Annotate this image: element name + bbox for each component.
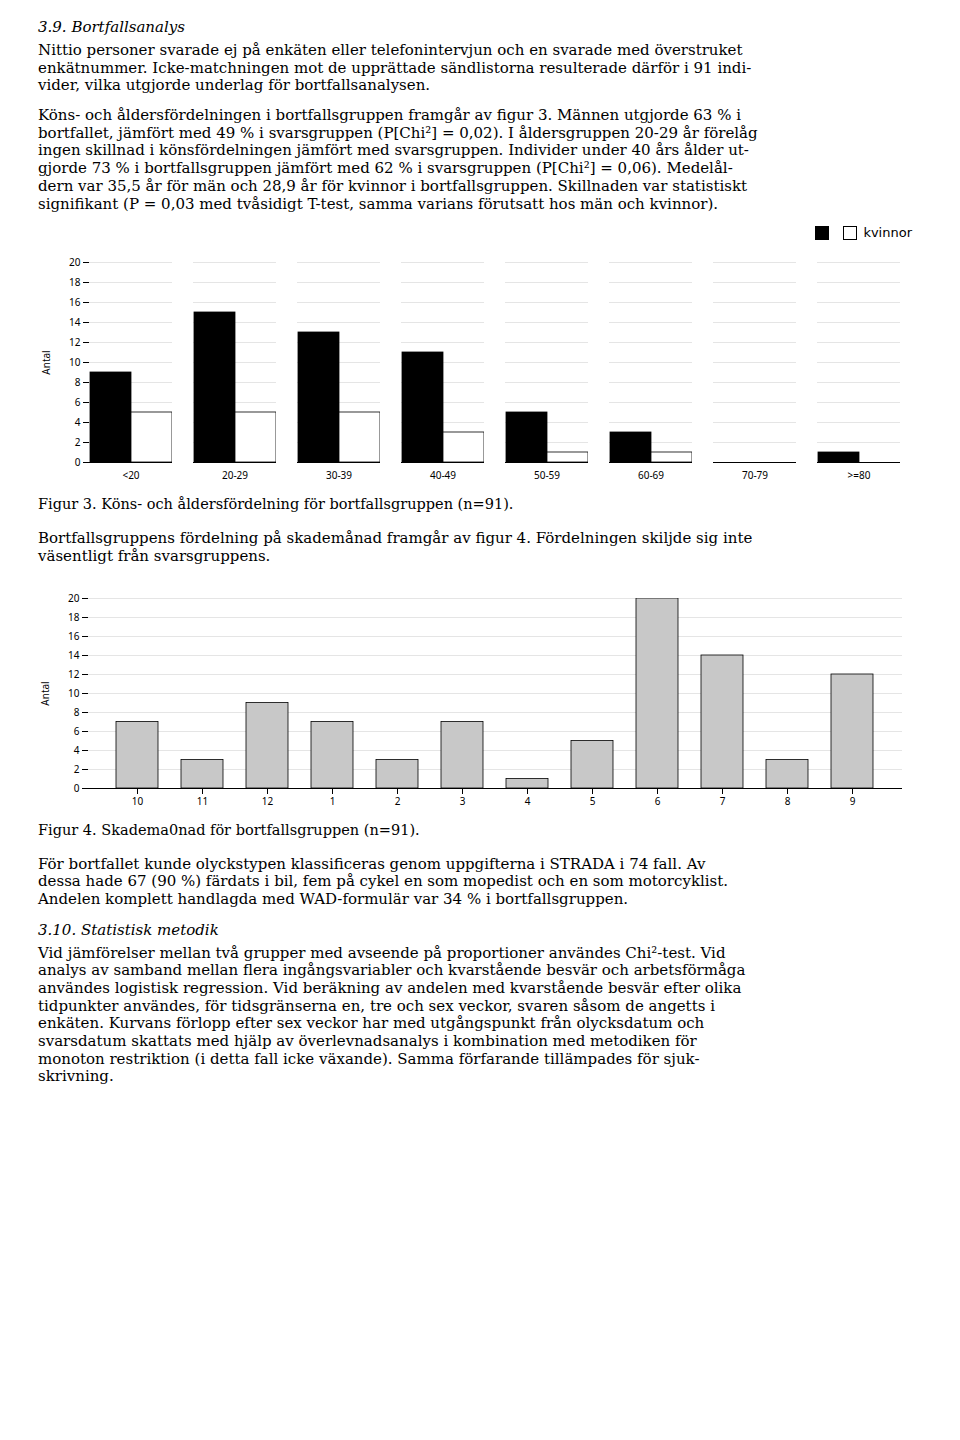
html-text:ingen skillnad i könsfördelnin: ingen skillnad i könsfördelningen jämför… bbox=[38, 141, 749, 160]
svg-text:12: 12 bbox=[69, 335, 81, 349]
svg-text:0: 0 bbox=[75, 455, 81, 469]
svg-text:40-49: 40-49 bbox=[430, 468, 456, 482]
svg-text:>=80: >=80 bbox=[848, 468, 871, 482]
svg-text:9: 9 bbox=[850, 793, 856, 807]
svg-text:10: 10 bbox=[132, 793, 144, 807]
svg-text:<20: <20 bbox=[122, 468, 139, 482]
html-text:Andelen komplett handlagda med: Andelen komplett handlagda med WAD-formu… bbox=[38, 889, 629, 908]
html-text:svarsdatum skattats med hjälp: svarsdatum skattats med hjälp av överlev… bbox=[38, 1032, 697, 1051]
svg-text:20: 20 bbox=[69, 255, 81, 269]
svg-text:2: 2 bbox=[75, 435, 81, 449]
html-text:enkäten. Kurvans förlopp efter: enkäten. Kurvans förlopp efter sex vecko… bbox=[38, 1014, 705, 1033]
html-text:3.10. Statistisk metodik: 3.10. Statistisk metodik bbox=[38, 920, 219, 939]
html-text:monoton restriktion (i detta f: monoton restriktion (i detta fall icke v… bbox=[38, 1049, 700, 1068]
html-text:kvinnor: kvinnor bbox=[863, 225, 912, 241]
svg-text:7: 7 bbox=[720, 793, 726, 807]
html-text:Vid jämförelser mellan två gru: Vid jämförelser mellan två grupper med a… bbox=[38, 943, 726, 962]
svg-text:3: 3 bbox=[460, 793, 466, 807]
html-text:Bortfallsgruppens fördelning p: Bortfallsgruppens fördelning på skademån… bbox=[38, 529, 753, 548]
html-text:vider, vilka utgjorde underlag: vider, vilka utgjorde underlag för bortf… bbox=[38, 76, 431, 95]
svg-text:20-29: 20-29 bbox=[222, 468, 248, 482]
svg-text:6: 6 bbox=[75, 395, 81, 409]
svg-text:16: 16 bbox=[68, 628, 80, 642]
svg-text:0: 0 bbox=[74, 780, 80, 794]
svg-text:4: 4 bbox=[525, 793, 531, 807]
html-text:För bortfallet kunde olyckstyp: För bortfallet kunde olyckstypen klassif… bbox=[38, 854, 706, 873]
svg-text:6: 6 bbox=[74, 723, 80, 737]
html-text:Figur 3. Köns- och åldersförde: Figur 3. Köns- och åldersfördelning för … bbox=[38, 496, 514, 513]
html-text:gjorde 73 % i bortfallsgruppen: gjorde 73 % i bortfallsgruppen jämfört m… bbox=[38, 159, 733, 178]
svg-text:14: 14 bbox=[69, 315, 81, 329]
svg-text:6: 6 bbox=[655, 793, 661, 807]
svg-text:2: 2 bbox=[395, 793, 401, 807]
svg-text:18: 18 bbox=[68, 609, 80, 623]
html-text:bortfallet, jämfört med 49 % i: bortfallet, jämfört med 49 % i svarsgrup… bbox=[38, 123, 758, 142]
svg-text:12: 12 bbox=[262, 793, 274, 807]
svg-text:5: 5 bbox=[590, 793, 596, 807]
html-text:skrivning.: skrivning. bbox=[38, 1067, 114, 1086]
html-text:signifikant (P = 0,03 med tvås: signifikant (P = 0,03 med tvåsidigt T-te… bbox=[38, 194, 719, 213]
svg-text:1: 1 bbox=[330, 793, 336, 807]
html-text:3.9. Bortfallsanalys: 3.9. Bortfallsanalys bbox=[38, 18, 185, 36]
svg-text:18: 18 bbox=[69, 275, 81, 289]
svg-text:20: 20 bbox=[68, 590, 80, 604]
html-text:dessa hade 67 (90 %) färdats i: dessa hade 67 (90 %) färdats i bil, fem … bbox=[38, 872, 729, 891]
html-text:analys av samband mellan flera: analys av samband mellan flera ingångsva… bbox=[38, 961, 746, 980]
svg-text:4: 4 bbox=[74, 742, 80, 756]
svg-text:12: 12 bbox=[68, 666, 80, 680]
html-text:tidpunkter användes, för tidsg: tidpunkter användes, för tidsgränserna e… bbox=[38, 996, 715, 1015]
svg-text:10: 10 bbox=[69, 355, 81, 369]
svg-text:8: 8 bbox=[785, 793, 791, 807]
html-text:dern var 35,5 år för män och 2: dern var 35,5 år för män och 28,9 år för… bbox=[38, 176, 747, 195]
html-text:Nittio personer svarade ej på: Nittio personer svarade ej på enkäten el… bbox=[38, 41, 743, 59]
html-text:användes logistisk regression.: användes logistisk regression. Vid beräk… bbox=[38, 979, 742, 997]
svg-text:4: 4 bbox=[75, 415, 81, 429]
svg-text:10: 10 bbox=[68, 685, 80, 699]
svg-text:Antal: Antal bbox=[38, 681, 52, 705]
html-text:väsentligt från svarsgruppens.: väsentligt från svarsgruppens. bbox=[38, 546, 271, 565]
svg-text:8: 8 bbox=[75, 375, 81, 389]
svg-text:16: 16 bbox=[69, 295, 81, 309]
svg-text:60-69: 60-69 bbox=[638, 468, 664, 482]
svg-text:Antal: Antal bbox=[39, 351, 53, 375]
svg-text:14: 14 bbox=[68, 647, 80, 661]
svg-text:30-39: 30-39 bbox=[326, 468, 352, 482]
svg-text:2: 2 bbox=[74, 761, 80, 775]
svg-text:50-59: 50-59 bbox=[534, 468, 560, 482]
svg-text:11: 11 bbox=[197, 793, 208, 807]
svg-text:8: 8 bbox=[74, 704, 80, 718]
html-text:enkätnummer. Icke-matchningen: enkätnummer. Icke-matchningen mot de upp… bbox=[38, 58, 752, 77]
html-text:Figur 4. Skadema0nad för bortf: Figur 4. Skadema0nad för bortfallsgruppe… bbox=[38, 821, 420, 838]
svg-text:70-79: 70-79 bbox=[742, 468, 768, 482]
html-text:Köns- och åldersfördelningen i: Köns- och åldersfördelningen i bortfalls… bbox=[38, 106, 741, 125]
